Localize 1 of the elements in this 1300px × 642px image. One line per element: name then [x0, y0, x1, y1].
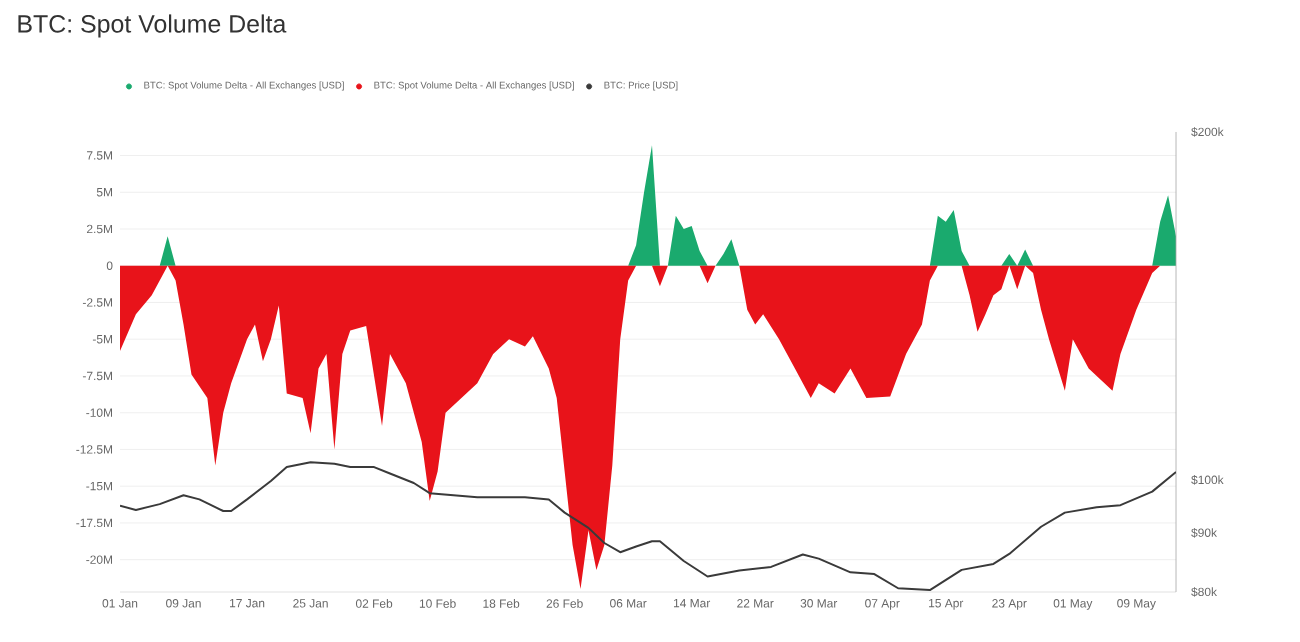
chart-title: BTC: Spot Volume Delta	[18, 14, 287, 38]
